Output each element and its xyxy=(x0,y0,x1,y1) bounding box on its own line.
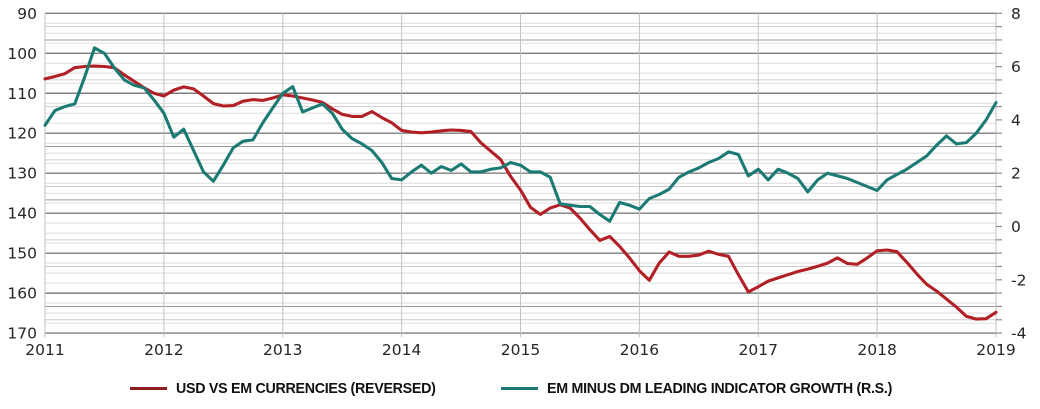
left-axis-label: 150 xyxy=(7,245,37,263)
x-axis-year-label: 2016 xyxy=(620,341,659,359)
legend-label-em-minus-dm: EM MINUS DM LEADING INDICATOR GROWTH (R.… xyxy=(547,379,893,397)
right-axis-label: -2 xyxy=(1011,271,1026,289)
x-axis-year-label: 2014 xyxy=(382,341,421,359)
left-axis-label: 160 xyxy=(7,285,37,303)
x-axis-year-label: 2012 xyxy=(144,341,183,359)
x-axis-year-label: 2011 xyxy=(25,341,64,359)
legend-swatch-em-minus-dm xyxy=(501,386,539,390)
x-axis-year-label: 2017 xyxy=(739,341,778,359)
left-axis-label: 110 xyxy=(7,85,37,103)
dual-axis-line-chart: 90 100 110 120 130 140 150 160 170 8 6 4 2 0 -2 -4 2011 2… xyxy=(7,5,1026,359)
legend-swatch-usd-vs-em xyxy=(129,386,167,390)
series-line-usd-vs-em xyxy=(43,64,998,321)
right-axis-label: 0 xyxy=(1011,218,1021,236)
right-axis-label: 8 xyxy=(1011,5,1021,23)
legend-item-usd-vs-em: USD VS EM CURRENCIES (REVERSED) xyxy=(129,379,449,397)
right-axis-label: 6 xyxy=(1011,58,1021,76)
right-axis-label: -4 xyxy=(1011,325,1026,343)
left-axis-label: 170 xyxy=(7,325,37,343)
series-line-em-minus-dm xyxy=(43,46,998,223)
x-axis-year-label: 2018 xyxy=(857,341,896,359)
legend-label-usd-vs-em: USD VS EM CURRENCIES (REVERSED) xyxy=(175,379,436,397)
legend-item-em-minus-dm: EM MINUS DM LEADING INDICATOR GROWTH (R.… xyxy=(501,380,910,397)
x-axis-year-label: 2013 xyxy=(263,341,302,359)
left-axis-label: 130 xyxy=(7,165,37,183)
right-axis-label: 4 xyxy=(1011,111,1021,129)
left-axis-label: 120 xyxy=(7,125,37,143)
left-axis-label: 100 xyxy=(7,45,37,63)
left-axis-label: 140 xyxy=(7,205,37,223)
left-axis-label: 90 xyxy=(17,5,37,23)
x-axis-year-label: 2019 xyxy=(976,341,1015,359)
right-axis-label: 2 xyxy=(1011,165,1021,183)
x-axis-year-label: 2015 xyxy=(501,341,540,359)
chart-legend: USD VS EM CURRENCIES (REVERSED) EM MINUS… xyxy=(0,373,1040,403)
